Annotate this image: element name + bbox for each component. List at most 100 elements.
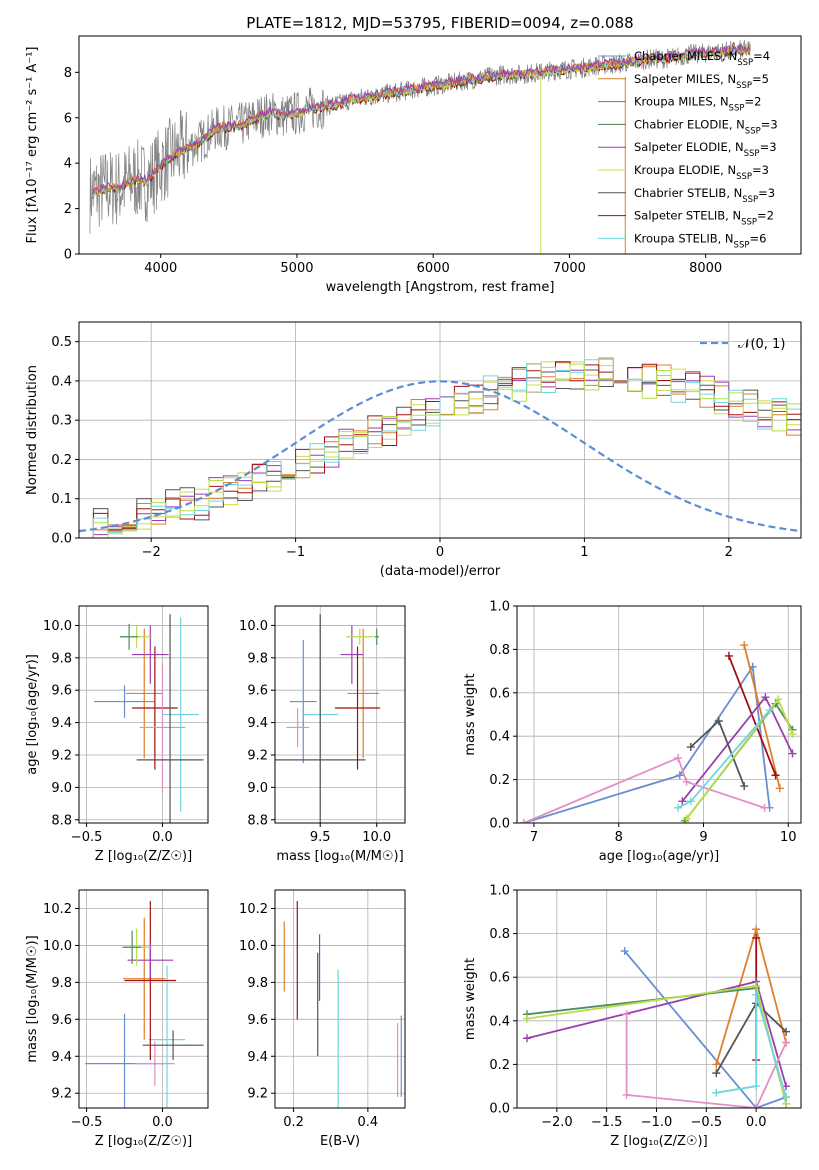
histogram-step-line bbox=[79, 357, 801, 538]
weight-point-marker bbox=[686, 743, 695, 752]
y-tick-label: 9.2 bbox=[247, 1087, 268, 1102]
weight-point-marker bbox=[752, 981, 761, 990]
weight-series-line bbox=[625, 1014, 787, 1108]
x-tick-label: −1.5 bbox=[591, 1115, 623, 1130]
weight-point-marker bbox=[682, 814, 691, 823]
y-tick-label: 10.0 bbox=[239, 939, 268, 954]
x-tick-label: 8000 bbox=[689, 261, 722, 276]
weight-point-marker bbox=[622, 1010, 631, 1019]
age-vs-mass-axes bbox=[275, 606, 405, 823]
legend-entry: Chabrier STELIB, NSSP=3 bbox=[634, 186, 775, 205]
weight-point-marker bbox=[752, 925, 761, 934]
weight-point-marker bbox=[620, 947, 629, 956]
mass-vs-metallicity-plot bbox=[85, 901, 204, 1108]
x-tick-label: −2 bbox=[142, 545, 161, 560]
error-bar-point bbox=[289, 640, 317, 764]
legend-subscript: SSP bbox=[745, 126, 761, 136]
y-tick-label: 0.2 bbox=[51, 453, 72, 468]
x-axis-label: age [log₁₀(age/yr)] bbox=[599, 849, 720, 864]
x-tick-label: 7000 bbox=[553, 261, 586, 276]
y-tick-label: 9.6 bbox=[247, 1013, 268, 1028]
weight-point-marker bbox=[740, 641, 749, 650]
x-axis-label: Z [log₁₀(Z/Z☉)] bbox=[95, 1134, 192, 1149]
y-tick-label: 9.8 bbox=[247, 976, 268, 991]
y-axis-label: Normed distribution bbox=[25, 365, 40, 495]
weight-point-marker bbox=[771, 771, 780, 780]
weight-point-marker bbox=[761, 693, 770, 702]
y-tick-label: 0.2 bbox=[489, 773, 510, 788]
x-tick-label: 5000 bbox=[280, 261, 313, 276]
y-axis-label: Flux [fλ10⁻¹⁷ erg cm⁻² s⁻¹ A⁻¹] bbox=[25, 47, 40, 244]
weight-point-marker bbox=[712, 1069, 721, 1078]
y-tick-label: 0.0 bbox=[489, 817, 510, 832]
mass-vs-metallicity-frame: −0.5 0.0 9.2 9.4 9.6 9.8 10.0 10.2 Z [log₁₀(Z/Z☉… bbox=[25, 889, 209, 1149]
error-bar-point bbox=[139, 662, 186, 793]
x-tick-label: 2 bbox=[725, 545, 733, 560]
legend-subscript: SSP bbox=[736, 81, 752, 91]
x-tick-label: 10 bbox=[780, 830, 797, 845]
x-tick-label: 9 bbox=[699, 830, 707, 845]
weight-point-marker bbox=[714, 717, 723, 726]
weight-point-marker bbox=[782, 1027, 791, 1036]
model-spectrum-line bbox=[92, 43, 751, 196]
error-bar-point bbox=[119, 623, 139, 650]
x-tick-label: 10.0 bbox=[362, 830, 391, 845]
y-tick-label: 0.8 bbox=[489, 927, 510, 942]
error-bar-point bbox=[124, 901, 177, 1060]
weight-point-marker bbox=[765, 706, 774, 715]
x-tick-label: 0.0 bbox=[746, 1115, 767, 1130]
legend-value: =3 bbox=[758, 186, 775, 200]
error-bar-point bbox=[347, 628, 379, 759]
weight-point-marker bbox=[752, 1082, 761, 1091]
error-bar-point bbox=[148, 965, 186, 1108]
error-bar-point bbox=[374, 628, 379, 645]
y-tick-label: 0.1 bbox=[51, 492, 72, 507]
y-tick-label: 9.6 bbox=[51, 684, 72, 699]
y-tick-label: 10.0 bbox=[43, 619, 72, 634]
y-tick-label: 0.6 bbox=[489, 686, 510, 701]
weight-point-marker bbox=[674, 803, 683, 812]
y-tick-label: 9.8 bbox=[247, 651, 268, 666]
x-axis-label: (data-model)/error bbox=[380, 564, 501, 579]
y-tick-label: 0.4 bbox=[489, 1014, 510, 1029]
weight-point-marker bbox=[674, 753, 683, 762]
y-axis-label: age [log₁₀(age/yr)] bbox=[25, 654, 40, 775]
y-tick-label: 9.2 bbox=[51, 1087, 72, 1102]
legend-entry: 𝒩(0, 1) bbox=[738, 337, 785, 352]
error-bar-point bbox=[135, 1041, 175, 1086]
y-tick-label: 9.4 bbox=[247, 716, 268, 731]
legend-value: =5 bbox=[752, 72, 769, 86]
residual-histogram-plot bbox=[79, 357, 801, 538]
y-tick-label: 9.0 bbox=[247, 781, 268, 796]
mass-weight-vs-metallicity-plot bbox=[522, 925, 791, 1108]
weight-point-marker bbox=[686, 797, 695, 806]
legend-entry: Kroupa ELODIE, NSSP=3 bbox=[634, 163, 769, 182]
weight-point-marker bbox=[724, 651, 733, 660]
weight-series-line bbox=[523, 756, 765, 823]
figure-title: PLATE=1812, MJD=53795, FIBERID=0094, z=0… bbox=[246, 14, 633, 32]
y-tick-label: 0.4 bbox=[51, 374, 72, 389]
x-tick-label: 0.2 bbox=[283, 1115, 304, 1130]
y-tick-label: 0.8 bbox=[489, 643, 510, 658]
legend-subscript: SSP bbox=[736, 172, 752, 182]
y-tick-label: 9.0 bbox=[51, 781, 72, 796]
mass-vs-extinction-frame: 0.2 0.4 9.2 9.4 9.6 9.8 10.0 10.2 E(B-V) bbox=[239, 889, 406, 1149]
error-bar-point bbox=[162, 617, 199, 812]
y-tick-label: 4 bbox=[64, 157, 72, 172]
legend-subscript: SSP bbox=[741, 218, 757, 228]
weight-series-line bbox=[685, 697, 794, 820]
observed-spectrum-line bbox=[89, 39, 751, 234]
residual-histogram-frame: −2 −1 0 1 2 0.0 0.1 0.2 0.3 0.4 0.5 (data-model)/er… bbox=[25, 321, 802, 579]
plot-frame bbox=[516, 605, 802, 824]
weight-series-line bbox=[728, 655, 777, 776]
weight-series-line bbox=[623, 950, 787, 1108]
y-tick-label: 10.2 bbox=[43, 902, 72, 917]
mass-vs-extinction-axes bbox=[275, 890, 405, 1108]
error-bar-point bbox=[132, 646, 178, 770]
normal-curve bbox=[79, 380, 801, 533]
weight-point-marker bbox=[740, 782, 749, 791]
legend-value: =2 bbox=[757, 209, 774, 223]
x-tick-label: 0.0 bbox=[152, 830, 173, 845]
y-axis-label: mass weight bbox=[463, 958, 478, 1040]
x-axis-label: E(B-V) bbox=[320, 1134, 360, 1149]
